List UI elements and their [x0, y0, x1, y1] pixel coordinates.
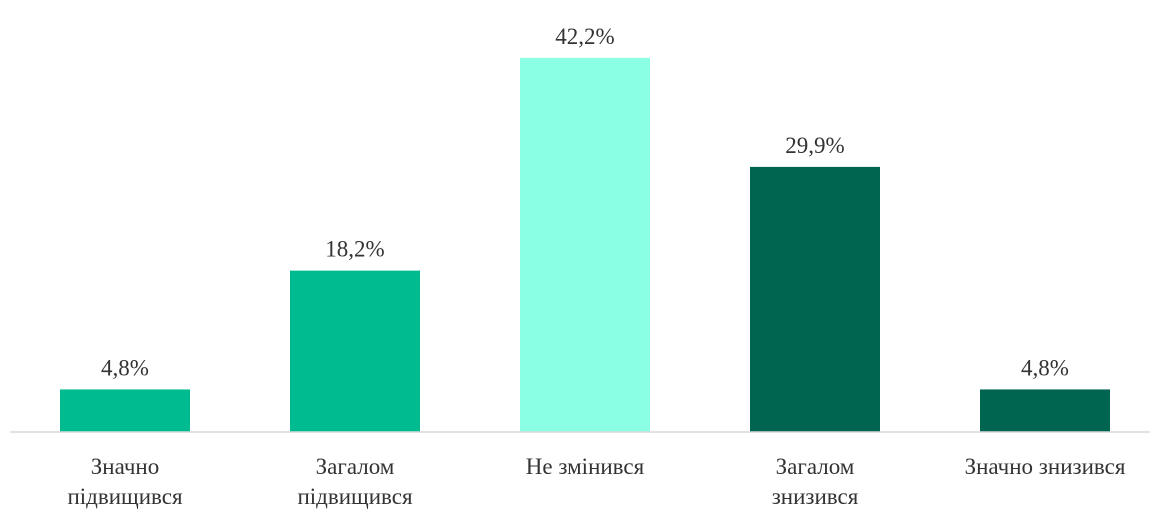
value-label: 4,8% [101, 355, 149, 380]
bar [980, 389, 1110, 432]
bar [520, 57, 650, 433]
value-label: 29,9% [785, 133, 844, 158]
value-label: 18,2% [325, 237, 384, 262]
bar [750, 166, 880, 433]
x-tick-label: Значно підвищився [67, 454, 183, 509]
bar [60, 389, 190, 432]
x-tick-label: Загалом знизився [771, 454, 859, 509]
x-tick-label: Значно знизився [964, 454, 1126, 479]
value-label: 42,2% [555, 24, 614, 49]
value-label: 4,8% [1021, 355, 1069, 380]
x-tick-label: Не змінився [525, 454, 645, 479]
bar [290, 270, 420, 432]
x-tick-label: Загалом підвищився [297, 454, 413, 509]
